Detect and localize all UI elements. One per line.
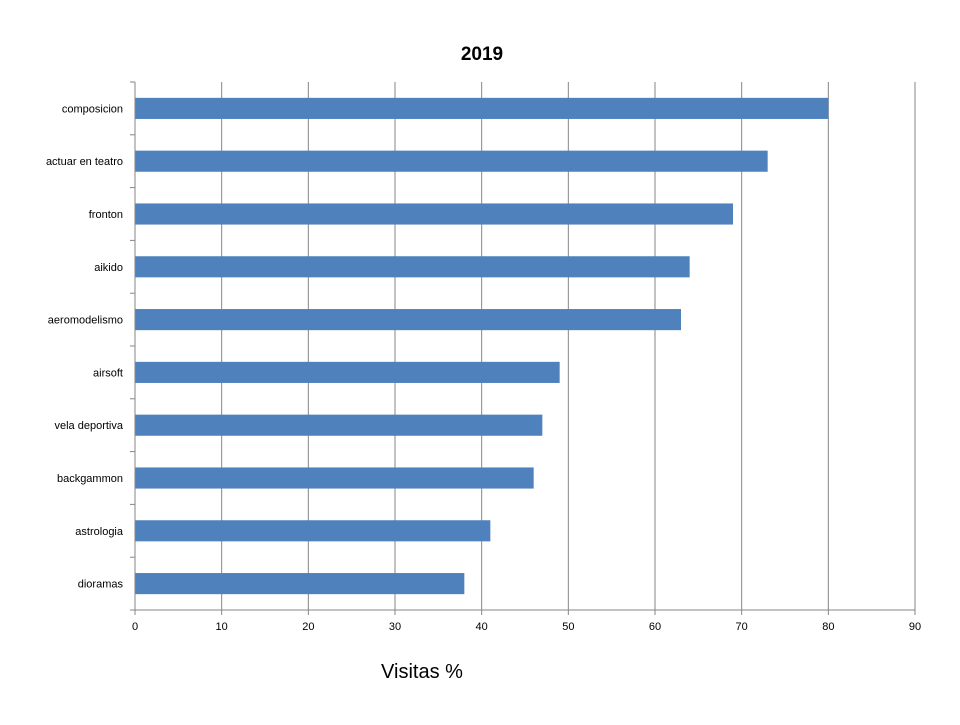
category-label: fronton [89, 209, 123, 221]
category-label: backgammon [57, 473, 123, 485]
x-tick-label: 10 [216, 621, 228, 633]
bar-vela-deportiva [135, 414, 543, 436]
bar-composicion [135, 97, 829, 119]
category-label: astrologia [75, 526, 124, 538]
category-label: aikido [94, 262, 123, 274]
x-tick-label: 0 [132, 621, 138, 633]
x-tick-label: 30 [389, 621, 401, 633]
bar-fronton [135, 203, 733, 225]
chart-title: 2019 [461, 44, 503, 65]
x-axis-title: Visitas % [381, 661, 463, 683]
category-label: composicion [62, 103, 123, 115]
x-tick-label: 50 [562, 621, 574, 633]
bar-astrologia [135, 520, 491, 542]
x-tick-label: 70 [736, 621, 748, 633]
x-tick-label: 20 [302, 621, 314, 633]
category-label: aeromodelismo [48, 315, 123, 327]
x-tick-label: 40 [476, 621, 488, 633]
x-tick-label: 90 [909, 621, 921, 633]
x-tick-labels: 0 10 20 30 40 50 60 70 80 90 [132, 621, 921, 633]
bar-aikido [135, 256, 690, 278]
axes [130, 81, 916, 615]
category-label: airsoft [93, 367, 123, 379]
bar-dioramas [135, 573, 465, 595]
category-label: dioramas [78, 579, 124, 591]
bar-actuar-en-teatro [135, 150, 768, 172]
bars [135, 97, 829, 595]
x-tick-label: 60 [649, 621, 661, 633]
category-label: vela deportiva [55, 420, 124, 432]
x-tick-label: 80 [822, 621, 834, 633]
bar-backgammon [135, 467, 534, 489]
category-labels: composicion actuar en teatro fronton aikido… [46, 103, 124, 590]
category-label: actuar en teatro [46, 156, 123, 168]
bar-aeromodelismo [135, 309, 681, 331]
bar-airsoft [135, 361, 560, 383]
